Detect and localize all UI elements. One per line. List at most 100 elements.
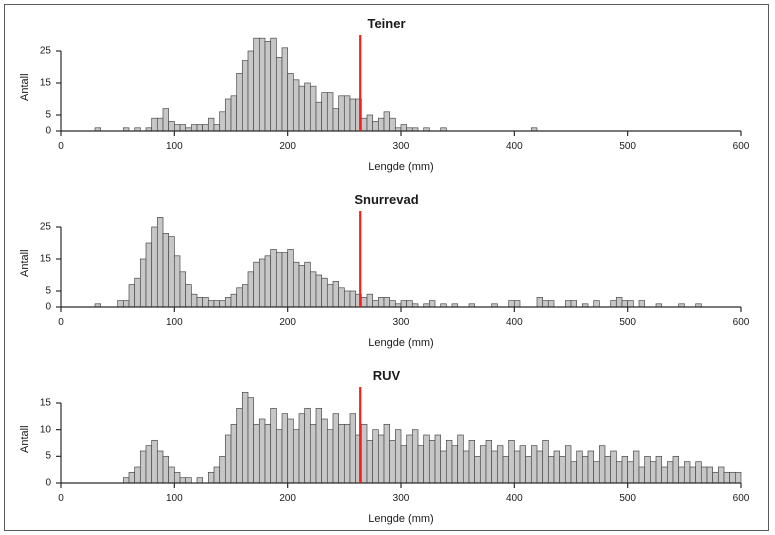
- histogram-bar: [401, 125, 407, 131]
- histogram-bar: [157, 217, 163, 307]
- histogram-bar: [237, 73, 243, 131]
- histogram-bar: [299, 86, 305, 131]
- histogram-bar: [288, 419, 294, 483]
- histogram-bar: [531, 446, 537, 483]
- x-tick-label: 400: [506, 493, 523, 504]
- histogram-bar: [514, 451, 520, 483]
- histogram-bar: [129, 472, 135, 483]
- histogram-bar: [616, 297, 622, 307]
- histogram-bar: [208, 301, 214, 307]
- histogram-bar: [616, 462, 622, 483]
- histogram-bar: [299, 265, 305, 307]
- x-tick-label: 100: [166, 141, 183, 152]
- histogram-bar: [429, 440, 435, 483]
- histogram-bar: [548, 301, 554, 307]
- histogram-bar: [174, 256, 180, 307]
- histogram-bar: [293, 262, 299, 307]
- histogram-bar: [662, 467, 668, 483]
- histogram-bar: [140, 451, 146, 483]
- histogram-bar: [225, 435, 231, 483]
- histogram-bar: [316, 408, 322, 483]
- histogram-bar: [577, 451, 583, 483]
- histogram-bar: [197, 125, 203, 131]
- histogram-bar: [446, 440, 452, 483]
- histogram-bar: [543, 440, 549, 483]
- histogram-bar: [248, 272, 254, 307]
- histogram-bar: [231, 424, 237, 483]
- y-tick-label: 5: [21, 286, 51, 297]
- histogram-bar: [378, 297, 384, 307]
- histogram-bar: [724, 472, 730, 483]
- histogram-bar: [282, 253, 288, 307]
- histogram-bar: [605, 456, 611, 483]
- histogram-bar: [180, 478, 186, 483]
- histogram-bar: [582, 456, 588, 483]
- histogram-bar: [611, 451, 617, 483]
- histogram-bar: [305, 83, 311, 131]
- histogram-bar: [412, 430, 418, 483]
- histogram-bar: [684, 462, 690, 483]
- histogram-bar: [361, 297, 367, 307]
- x-tick-label: 300: [393, 317, 410, 328]
- histogram-bar: [299, 414, 305, 483]
- histogram-bar: [361, 424, 367, 483]
- x-tick-label: 500: [619, 493, 636, 504]
- histogram-bar: [135, 467, 141, 483]
- histogram-bar: [254, 262, 260, 307]
- histogram-bar: [537, 451, 543, 483]
- histogram-bar: [293, 430, 299, 483]
- histogram-bar: [429, 301, 435, 307]
- histogram-bar: [214, 301, 220, 307]
- histogram-bar: [242, 392, 248, 483]
- histogram-bar: [696, 462, 702, 483]
- histogram-bar: [633, 451, 639, 483]
- histogram-bar: [186, 285, 192, 307]
- histogram-bar: [509, 301, 515, 307]
- histogram-bar: [276, 253, 282, 307]
- histogram-bar: [135, 278, 141, 307]
- x-tick-label: 300: [393, 493, 410, 504]
- x-axis-label: Lengde (mm): [61, 161, 741, 173]
- histogram-bar: [265, 41, 271, 131]
- histogram-bar: [718, 467, 724, 483]
- x-tick-label: 0: [58, 141, 64, 152]
- histogram-bar: [271, 408, 277, 483]
- histogram-bar: [339, 288, 345, 307]
- y-tick-label: 25: [21, 222, 51, 233]
- histogram-bar: [594, 301, 600, 307]
- x-tick-label: 200: [279, 141, 296, 152]
- histogram-bar: [146, 446, 152, 483]
- histogram-bar: [656, 456, 662, 483]
- histogram-bar: [305, 262, 311, 307]
- histogram-bar: [628, 462, 634, 483]
- histogram-bar: [645, 456, 651, 483]
- histogram-bar: [288, 73, 294, 131]
- histogram-bar: [435, 435, 441, 483]
- panel-title: Snurrevad: [5, 192, 768, 207]
- histogram-bar: [384, 424, 390, 483]
- histogram-bar: [333, 281, 339, 307]
- histogram-bar: [186, 478, 192, 483]
- histogram-bar: [242, 285, 248, 307]
- panel-snurrevad: SnurrevadAntall0100200300400500600051525…: [5, 187, 768, 357]
- histogram-bar: [565, 301, 571, 307]
- histogram-bar: [667, 462, 673, 483]
- x-tick-label: 200: [279, 493, 296, 504]
- histogram-bar: [673, 456, 679, 483]
- x-tick-label: 0: [58, 317, 64, 328]
- x-tick-label: 100: [166, 493, 183, 504]
- histogram-bar: [367, 294, 373, 307]
- histogram-bar: [316, 275, 322, 307]
- plot-area: 0100200300400500600051525Lengde (mm): [61, 35, 741, 131]
- histogram-bar: [441, 451, 447, 483]
- histogram-bar: [225, 297, 231, 307]
- plot-area: 0100200300400500600051525Lengde (mm): [61, 211, 741, 307]
- histogram-bar: [395, 430, 401, 483]
- histogram-bar: [514, 301, 520, 307]
- histogram-bar: [639, 301, 645, 307]
- histogram-bar: [203, 125, 209, 131]
- histogram-bar: [407, 301, 413, 307]
- histogram-bar: [129, 285, 135, 307]
- histogram-bar: [599, 446, 605, 483]
- panel-title: RUV: [5, 368, 768, 383]
